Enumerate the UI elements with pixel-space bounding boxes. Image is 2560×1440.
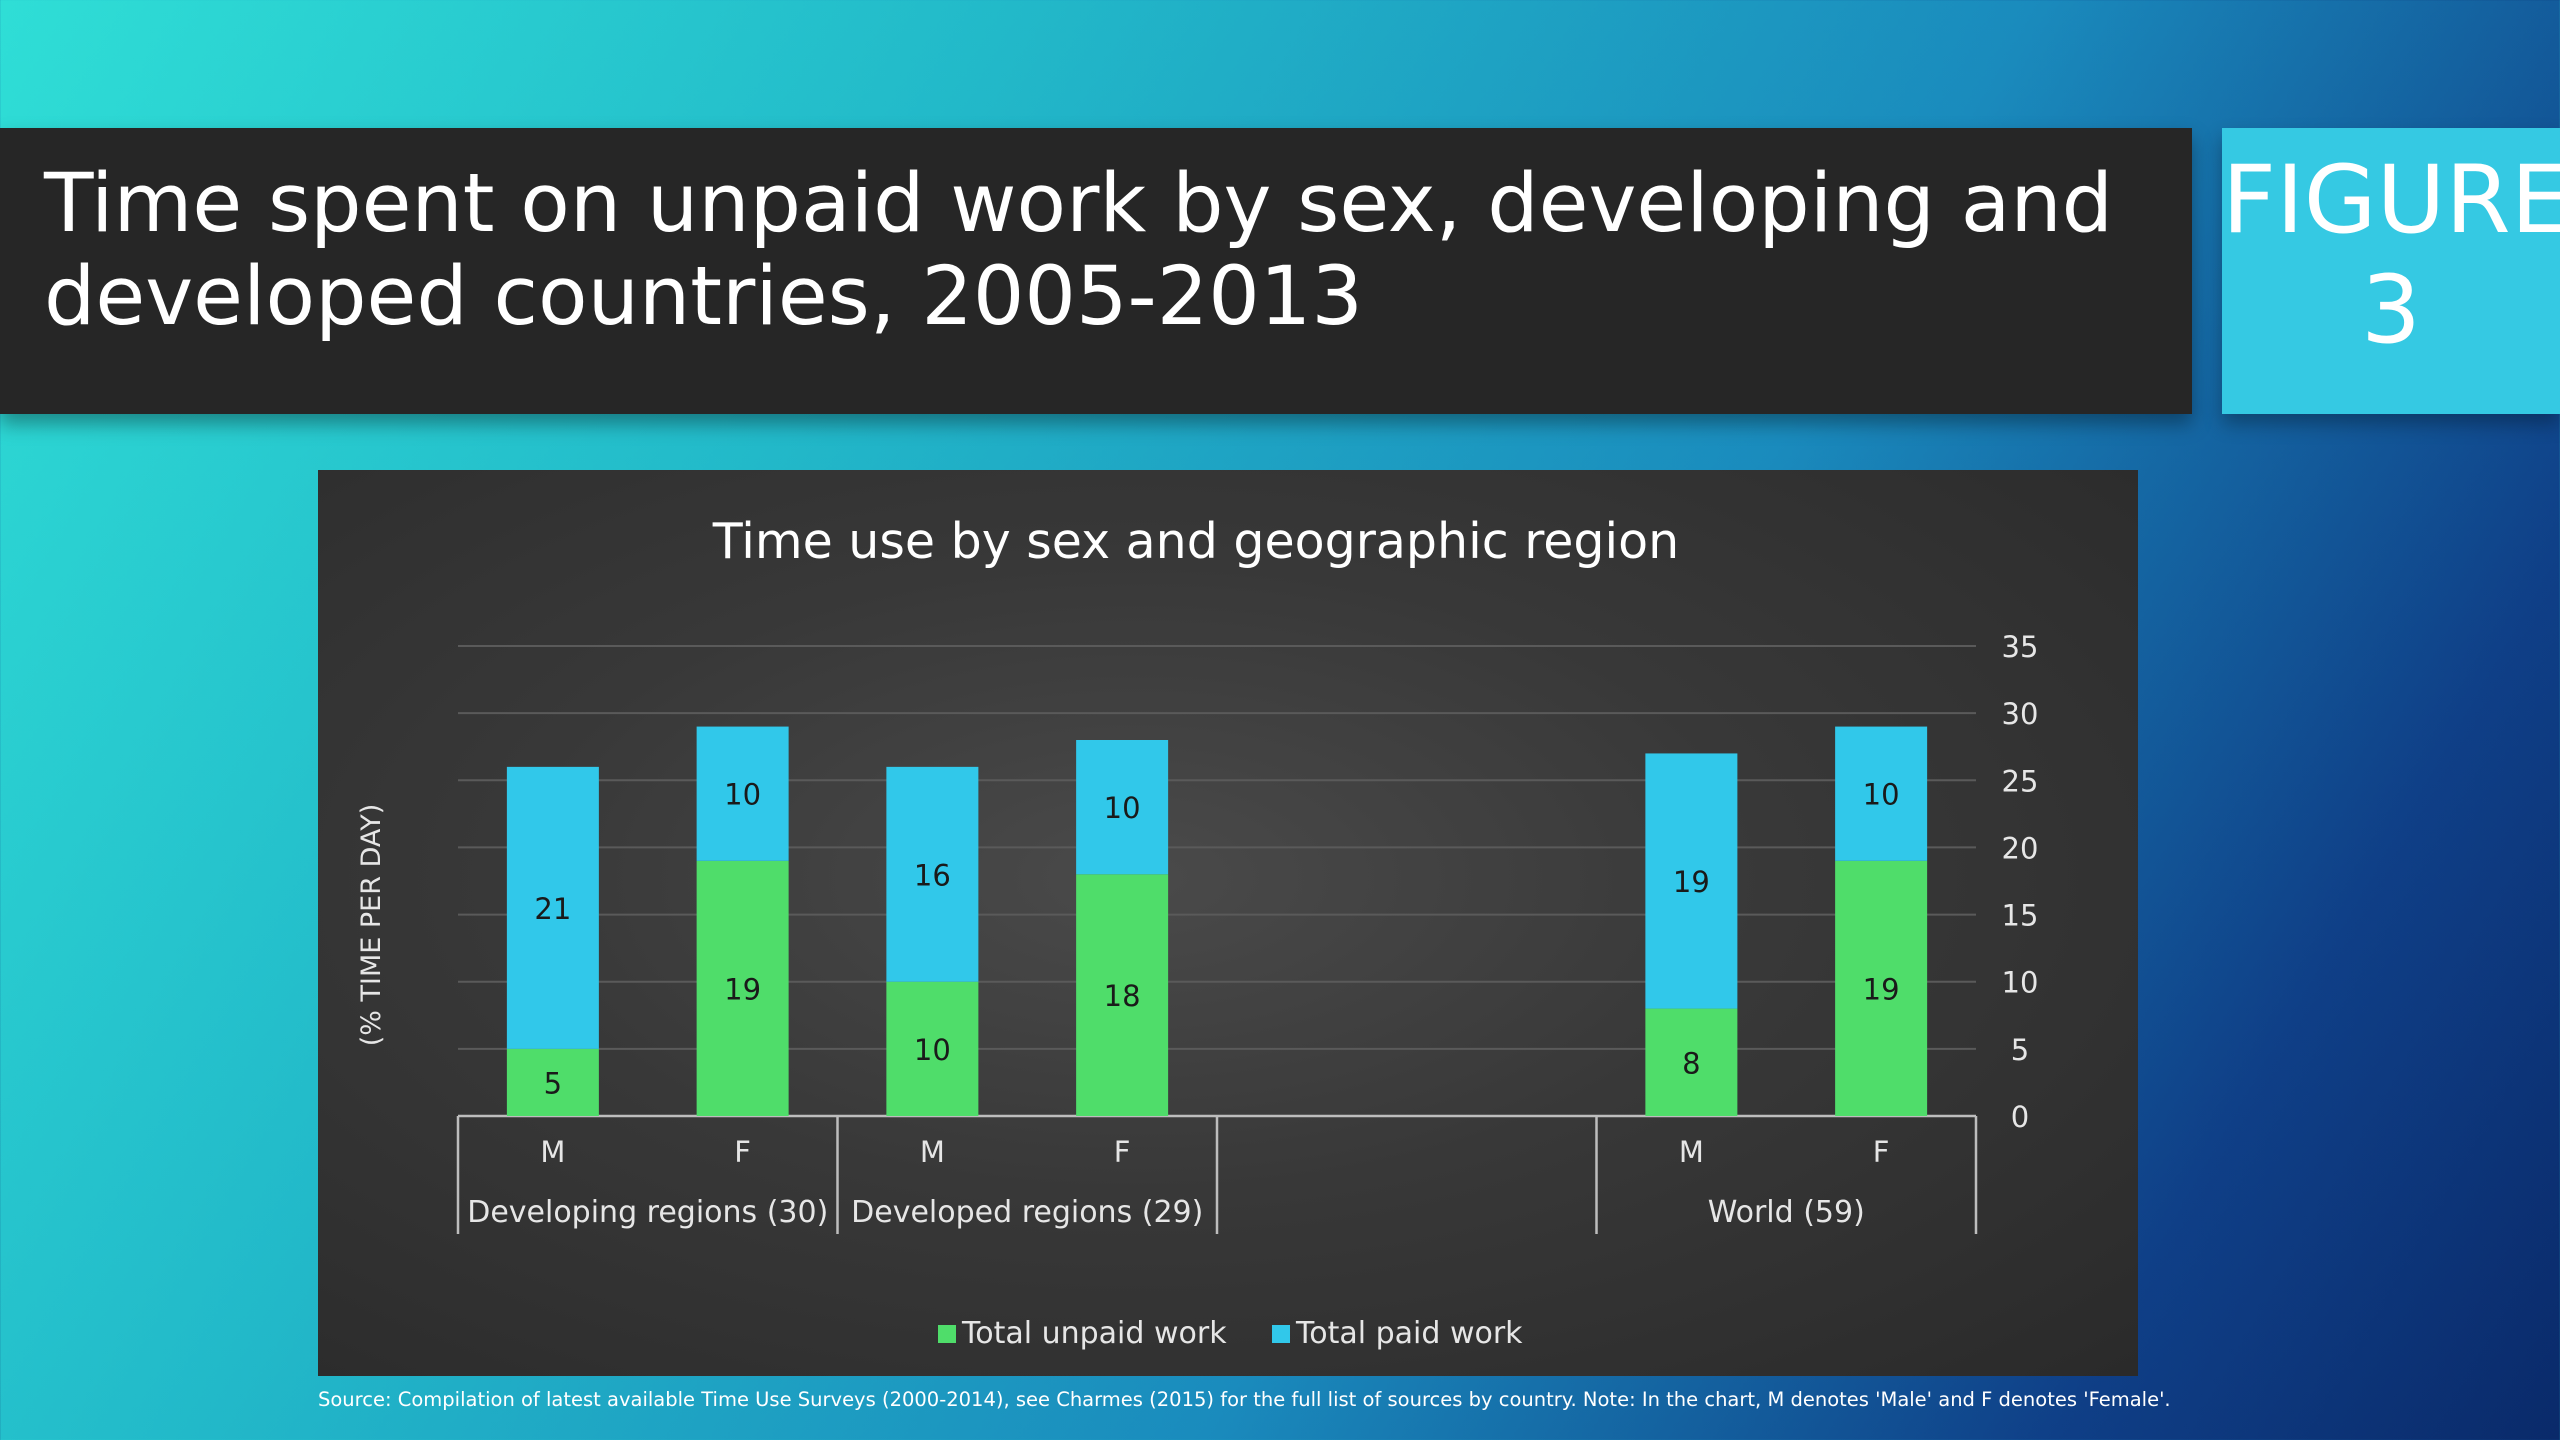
chart-panel: Time use by sex and geographic region (%… [318,470,2138,1376]
legend-label-paid: Total paid work [1295,1316,1523,1351]
y-tick-label: 30 [2002,697,2039,731]
category-label: F [1114,1135,1131,1169]
title-bar: Time spent on unpaid work by sex, develo… [0,128,2192,414]
figure-badge: FIGURE 3 [2222,128,2560,414]
bar-paid-work [1076,740,1169,875]
chart-title: Time use by sex and geographic region [712,513,1679,570]
y-tick-label: 20 [2002,831,2039,865]
data-label: 5 [544,1066,562,1100]
data-label: 21 [534,892,571,926]
bar-unpaid-work [506,1048,599,1116]
data-label: 19 [1863,972,1900,1006]
data-label: 10 [1104,791,1141,825]
category-label: M [540,1135,565,1169]
data-label: 10 [724,778,761,812]
y-tick-label: 35 [2002,630,2039,664]
group-label: World (59) [1708,1195,1865,1230]
legend-swatch-unpaid [938,1325,956,1343]
data-label: 18 [1104,979,1141,1013]
y-axis-label: (% TIME PER DAY) [356,804,387,1047]
y-tick-label: 10 [2002,966,2039,1000]
data-label: 19 [1673,865,1710,899]
y-tick-label: 5 [2011,1033,2029,1067]
figure-label: FIGURE [2222,146,2560,255]
bar-unpaid-work [1645,1008,1738,1116]
data-label: 8 [1682,1046,1700,1080]
data-label: 19 [724,972,761,1006]
slide-title: Time spent on unpaid work by sex, develo… [44,158,2144,344]
bar-unpaid-work [1835,860,1928,1116]
bar-paid-work [1835,726,1928,861]
bar-paid-work [696,726,789,861]
category-label: M [920,1135,945,1169]
bar-unpaid-work [886,981,979,1116]
bar-paid-work [886,766,979,982]
stacked-bar-chart: Time use by sex and geographic region (%… [356,513,2039,1351]
bar-paid-work [506,766,599,1049]
legend-swatch-paid [1272,1325,1290,1343]
category-label: F [734,1135,751,1169]
category-label: F [1873,1135,1890,1169]
legend-label-unpaid: Total unpaid work [961,1316,1227,1351]
y-tick-label: 25 [2002,764,2039,798]
data-label: 10 [1863,778,1900,812]
group-label: Developing regions (30) [467,1195,828,1230]
data-label: 10 [914,1033,951,1067]
y-tick-label: 15 [2002,899,2039,933]
bar-unpaid-work [696,860,789,1116]
source-note: Source: Compilation of latest available … [318,1388,2171,1411]
bar-paid-work [1645,753,1738,1009]
data-label: 16 [914,858,951,892]
figure-number: 3 [2361,256,2421,365]
group-label: Developed regions (29) [851,1195,1203,1230]
y-tick-label: 0 [2011,1100,2029,1134]
slide-title-line-2: developed countries, 2005-2013 [44,250,1363,344]
slide-title-line-1: Time spent on unpaid work by sex, develo… [44,157,2114,251]
bar-unpaid-work [1076,874,1169,1116]
category-label: M [1679,1135,1704,1169]
